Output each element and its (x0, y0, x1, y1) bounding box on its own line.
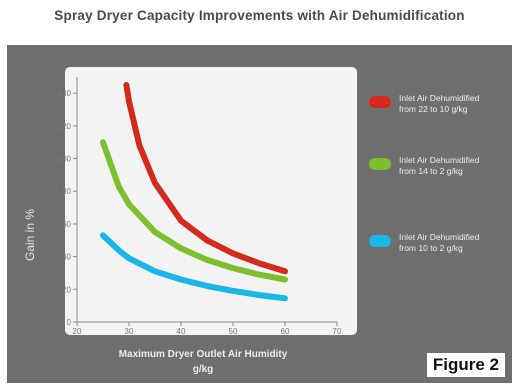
legend-item-red: Inlet Air Dehumidified from 22 to 10 g/k… (369, 93, 509, 127)
legend-swatch-red (369, 96, 391, 108)
y-tick-label: 120 (58, 122, 72, 131)
x-tick-label: 20 (73, 327, 82, 336)
legend-label: Inlet Air Dehumidified from 10 to 2 g/kg (399, 232, 509, 254)
chart-title: Spray Dryer Capacity Improvements with A… (54, 8, 465, 23)
y-tick-label: 100 (58, 155, 72, 164)
y-tick-label: 40 (62, 253, 71, 262)
figure-label: Figure 2 (426, 353, 505, 377)
legend-swatch-blue (369, 235, 391, 247)
legend-label-line2: from 14 to 2 g/kg (399, 166, 463, 176)
legend-item-green: Inlet Air Dehumidified from 14 to 2 g/kg (369, 155, 509, 189)
legend-label-line2: from 22 to 10 g/kg (399, 104, 468, 114)
x-tick-label: 70 (333, 327, 342, 336)
x-tick-label: 60 (281, 327, 290, 336)
legend-label: Inlet Air Dehumidified from 14 to 2 g/kg (399, 155, 509, 177)
series-line-1 (123, 82, 288, 275)
legend-label-line1: Inlet Air Dehumidified (399, 93, 480, 103)
legend-label-line1: Inlet Air Dehumidified (399, 232, 480, 242)
legend-label-line1: Inlet Air Dehumidified (399, 155, 480, 165)
y-tick-label: 20 (62, 285, 71, 294)
legend-swatch-green (369, 158, 391, 170)
series-line-3 (100, 232, 288, 302)
legend-label-line2: from 10 to 2 g/kg (399, 243, 463, 253)
series-layer (100, 82, 288, 302)
x-tick-label: 30 (125, 327, 134, 336)
y-tick-label: 0 (67, 318, 72, 327)
y-tick-label: 60 (62, 220, 71, 229)
x-axis-label-line1: Maximum Dryer Outlet Air Humidity (119, 349, 288, 360)
series-line-2 (100, 139, 288, 283)
y-tick-label: 80 (62, 187, 71, 196)
x-axis-label-line2: g/kg (193, 364, 214, 375)
plot-area (65, 67, 357, 335)
y-axis-label: Gain in % (23, 209, 37, 261)
legend-label: Inlet Air Dehumidified from 22 to 10 g/k… (399, 93, 509, 115)
y-tick-label: 140 (58, 89, 72, 98)
x-tick-label: 40 (177, 327, 186, 336)
chart-panel: 20 30 40 50 60 70 0 20 40 60 80 100 120 140 Gain in %… (7, 45, 512, 383)
x-tick-label: 50 (229, 327, 238, 336)
legend-item-blue: Inlet Air Dehumidified from 10 to 2 g/kg (369, 232, 509, 266)
